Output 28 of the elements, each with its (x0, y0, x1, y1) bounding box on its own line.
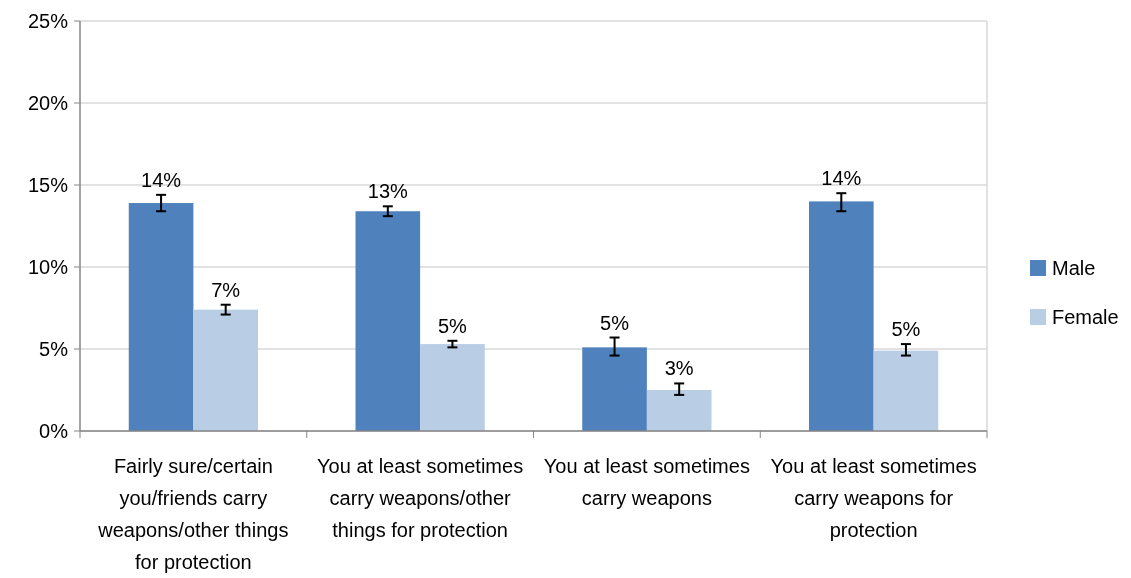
data-label: 5% (600, 311, 630, 334)
bar (420, 344, 485, 431)
y-tick-label: 10% (27, 256, 69, 278)
bar (646, 390, 712, 431)
data-label: 13% (367, 180, 409, 203)
bar (128, 203, 194, 431)
x-tick-label: You at least sometimes carry weapons (543, 455, 750, 509)
data-label: 5% (891, 318, 921, 341)
x-tick-label: Fairly sure/certain you/friends carry weapons/other things for protection (97, 455, 289, 573)
bar (809, 201, 874, 431)
data-label: 7% (211, 278, 241, 301)
y-tick-label: 25% (27, 10, 69, 32)
bar (193, 309, 258, 431)
data-label: 5% (437, 314, 468, 337)
x-tick-label: You at least sometimes carry weapons/other things for protection (317, 455, 524, 541)
data-label: 3% (664, 357, 694, 380)
bar (582, 347, 647, 431)
data-label: 14% (141, 168, 182, 191)
bar (873, 350, 939, 431)
legend-label: Female (1052, 306, 1119, 328)
legend-label: Male (1052, 257, 1096, 279)
y-tick-label: 0% (39, 420, 69, 442)
y-tick-label: 15% (27, 174, 69, 196)
data-label: 14% (821, 167, 862, 190)
bar (355, 211, 421, 431)
y-tick-label: 20% (27, 92, 69, 114)
x-tick-label: You at least sometimes carry weapons for protection (770, 455, 977, 541)
y-tick-label: 5% (39, 338, 69, 360)
